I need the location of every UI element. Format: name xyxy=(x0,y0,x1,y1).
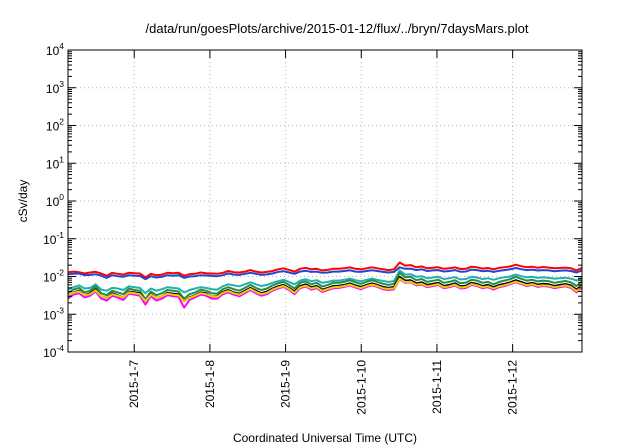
x-axis-ticks: 2015-1-7 2015-1-8 2015-1-9 2015-1-10 2015-1-… xyxy=(127,50,520,415)
x-tick-label: 2015-1-10 xyxy=(354,360,368,415)
y-tick-label: 101 xyxy=(46,154,64,171)
x-tick-label: 2015-1-9 xyxy=(279,360,293,408)
y-tick-label: 104 xyxy=(46,41,64,58)
y-tick-label: 100 xyxy=(46,192,64,209)
series-line xyxy=(67,261,583,279)
y-tick-label: 103 xyxy=(46,79,64,96)
y-axis-ticks: 10-4 10-3 10-2 10-1 100 101 102 103 104 xyxy=(43,41,582,360)
x-tick-label: 2015-1-12 xyxy=(506,360,520,415)
data-series xyxy=(67,261,583,309)
x-tick-label: 2015-1-7 xyxy=(127,360,141,408)
y-tick-label: 10-3 xyxy=(43,305,64,322)
y-axis-label: cSv/day xyxy=(16,180,30,223)
chart-title: /data/run/goesPlots/archive/2015-01-12/f… xyxy=(146,21,529,36)
gridlines xyxy=(68,50,582,352)
x-tick-label: 2015-1-8 xyxy=(203,360,217,408)
series-line xyxy=(67,271,583,301)
x-tick-label: 2015-1-11 xyxy=(430,360,444,414)
y-tick-label: 10-1 xyxy=(43,230,64,247)
series-line xyxy=(67,277,583,303)
series-line xyxy=(67,269,583,295)
x-axis-label: Coordinated Universal Time (UTC) xyxy=(233,431,417,445)
y-tick-label: 10-4 xyxy=(43,343,64,360)
y-tick-label: 10-2 xyxy=(43,268,64,285)
y-tick-label: 102 xyxy=(46,117,64,134)
series-line xyxy=(67,266,583,281)
